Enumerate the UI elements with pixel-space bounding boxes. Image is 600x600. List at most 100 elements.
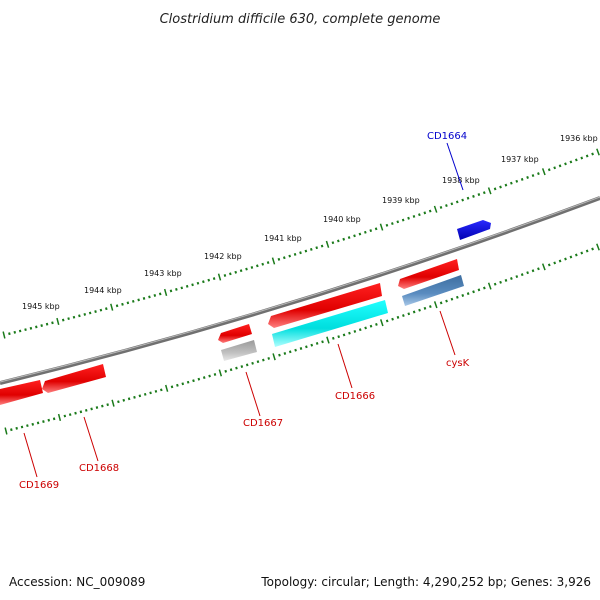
minor-tick (418, 213, 421, 217)
minor-tick (185, 284, 189, 288)
minor-tick (515, 179, 519, 183)
minor-tick (213, 373, 217, 376)
minor-tick (288, 254, 292, 258)
minor-tick (122, 398, 126, 402)
major-tick (217, 273, 222, 281)
minor-tick (321, 340, 324, 344)
minor-tick (288, 350, 292, 354)
gene-arrow-cd1664[interactable] (457, 220, 491, 240)
minor-tick (105, 307, 108, 311)
feature-cysk-cds[interactable] (402, 275, 464, 306)
accession-text: Accession: NC_009089 (9, 575, 145, 589)
minor-tick (412, 310, 416, 314)
major-tick (379, 223, 384, 231)
minor-tick (154, 389, 158, 393)
minor-tick (277, 257, 281, 261)
tick-label: 1936 kbp (560, 134, 598, 143)
minor-tick (153, 294, 157, 297)
gene-arrow-cd1666[interactable] (268, 283, 382, 328)
gene-label-cd1666[interactable]: CD1666 (335, 391, 375, 402)
minor-tick (364, 326, 367, 330)
minor-tick (336, 239, 340, 243)
minor-tick (531, 269, 535, 273)
minor-tick (99, 308, 103, 312)
minor-tick (40, 324, 43, 327)
minor-tick (47, 418, 51, 422)
minor-tick (564, 257, 567, 261)
gene-label-cd1667[interactable]: CD1667 (243, 418, 283, 429)
minor-tick (358, 328, 362, 332)
feature-cd1666-cds[interactable] (272, 300, 388, 347)
major-tick (326, 336, 330, 344)
minor-tick (245, 267, 248, 271)
minor-tick (385, 319, 389, 323)
minor-tick (342, 237, 346, 241)
minor-tick (256, 360, 260, 364)
minor-tick (250, 266, 254, 269)
minor-tick (24, 328, 27, 332)
minor-tick (574, 253, 578, 257)
minor-tick (207, 278, 211, 282)
minor-tick (126, 301, 130, 305)
connector-cysk (439, 310, 456, 356)
minor-tick (13, 330, 17, 334)
minor-tick (202, 280, 205, 284)
minor-tick (304, 249, 308, 253)
major-tick (110, 303, 114, 311)
minor-tick (591, 152, 594, 156)
minor-tick (450, 297, 454, 301)
minor-tick (391, 317, 394, 321)
minor-tick (180, 286, 184, 290)
minor-tick (196, 281, 200, 285)
minor-tick (51, 321, 54, 325)
minor-tick (353, 330, 357, 333)
minor-tick (537, 267, 540, 271)
connector-cd1664 (446, 142, 464, 191)
minor-tick (45, 322, 49, 326)
minor-tick (342, 333, 346, 337)
minor-tick (158, 292, 162, 296)
major-tick (4, 427, 8, 435)
minor-tick (20, 425, 24, 429)
minor-tick (450, 202, 454, 206)
minor-tick (531, 174, 535, 178)
minor-tick (169, 289, 173, 293)
minor-tick (401, 218, 405, 222)
gene-label-cysk[interactable]: cysK (446, 358, 470, 369)
gene-arrow-cysk[interactable] (398, 259, 459, 289)
minor-tick (133, 395, 136, 399)
gene-label-cd1664[interactable]: CD1664 (427, 131, 467, 142)
minor-tick (61, 318, 65, 322)
minor-tick (90, 407, 93, 411)
label-connectors (23, 142, 464, 478)
tick-label: 1941 kbp (264, 234, 302, 243)
minor-tick (245, 363, 249, 367)
minor-tick (266, 261, 270, 265)
minor-tick (121, 302, 124, 306)
minor-tick (456, 295, 459, 299)
minor-tick (176, 383, 179, 387)
minor-tick (526, 176, 529, 179)
gene-arrow-cd1669[interactable] (0, 380, 43, 405)
minor-tick (375, 323, 378, 326)
minor-tick (337, 335, 341, 339)
minor-tick (407, 312, 411, 316)
gene-arrow-cd1667[interactable] (218, 324, 252, 343)
major-tick (218, 369, 223, 377)
major-tick (596, 148, 600, 156)
minor-tick (537, 172, 540, 176)
minor-tick (10, 428, 13, 432)
minor-tick (461, 294, 465, 297)
feature-cd1667-cds[interactable] (221, 340, 257, 361)
minor-tick (15, 426, 18, 430)
connector-cd1666 (337, 343, 353, 389)
minor-tick (52, 417, 56, 421)
minor-tick (26, 424, 29, 428)
minor-tick (223, 274, 227, 277)
minor-tick (353, 234, 356, 238)
gene-arrow-cd1668[interactable] (42, 364, 106, 393)
minor-tick (472, 194, 475, 198)
gene-label-cd1669[interactable]: CD1669 (19, 480, 59, 491)
gene-label-cd1668[interactable]: CD1668 (79, 463, 119, 474)
